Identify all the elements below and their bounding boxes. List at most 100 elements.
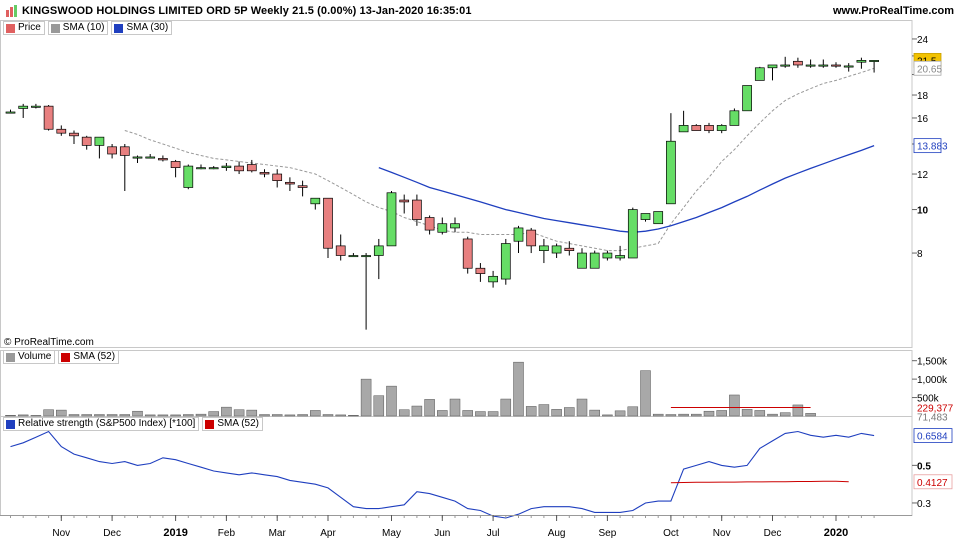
- price-candle: [869, 60, 879, 73]
- candle-body: [666, 140, 676, 205]
- candle-body: [589, 252, 600, 269]
- candle-body: [805, 64, 816, 67]
- candle-body: [348, 255, 359, 258]
- price-candle: [94, 136, 105, 159]
- price-candle: [818, 59, 829, 68]
- candle-body: [56, 128, 67, 134]
- x-axis-label: Nov: [52, 528, 70, 539]
- candle-body: [437, 223, 448, 233]
- volume-bar: [475, 411, 486, 417]
- candle-body: [145, 156, 156, 159]
- volume-bar: [170, 414, 181, 417]
- rs-sma52-last-label: 0.4127: [917, 478, 948, 489]
- price-candle: [539, 238, 549, 264]
- volume-bar: [792, 404, 804, 417]
- rs-legend-item[interactable]: Relative strength (S&P500 Index) [*100]: [3, 417, 200, 431]
- candle-body: [818, 64, 829, 67]
- volume-bar: [284, 414, 296, 417]
- volume-bar: [195, 413, 207, 417]
- x-axis-label: Feb: [218, 528, 236, 539]
- volume-bar: [513, 361, 524, 417]
- candle-body: [780, 64, 791, 67]
- candle-body: [170, 161, 181, 168]
- price-panel-frame: [0, 20, 913, 348]
- candle-body: [259, 172, 270, 175]
- price-candle: [640, 213, 651, 222]
- volume-bar: [94, 414, 105, 417]
- volume-bar: [678, 413, 689, 417]
- price-candle: [18, 103, 29, 118]
- price-candle: [602, 250, 613, 261]
- price-candle: [208, 166, 219, 170]
- price-candle: [31, 103, 41, 109]
- volume-bar: [716, 410, 727, 417]
- volume-bar: [81, 414, 92, 417]
- price-candle: [551, 243, 562, 258]
- sma10-line: [124, 67, 875, 252]
- sma30-last-badge: [913, 138, 942, 154]
- volume-bar: [462, 410, 473, 417]
- price-candle: [653, 211, 664, 225]
- volume-legend-item[interactable]: Volume: [3, 350, 56, 364]
- price-legend-item[interactable]: SMA (30): [111, 21, 173, 35]
- volume-bar: [119, 414, 131, 417]
- volume-bar: [30, 415, 42, 417]
- candle-body: [208, 167, 219, 170]
- price-candle: [183, 164, 194, 190]
- volume-panel-frame: [0, 350, 913, 417]
- relative-strength-legend: Relative strength (S&P500 Index) [*100] S…: [3, 417, 264, 431]
- x-axis-label: Jun: [434, 528, 450, 539]
- volume-y-tick-label: 1,000k: [917, 375, 948, 386]
- volume-bar: [691, 413, 702, 417]
- price-candle: [132, 155, 143, 163]
- volume-bar: [246, 409, 258, 417]
- x-axis-label: Dec: [103, 528, 121, 539]
- price-y-tick-label: 16: [917, 114, 929, 125]
- candle-body: [81, 136, 92, 146]
- volume-bar: [132, 410, 143, 417]
- price-candle: [81, 135, 92, 150]
- price-candle: [234, 161, 244, 175]
- volume-bar: [221, 406, 232, 417]
- price-y-tick-label: 8: [917, 249, 923, 260]
- rs-last-label: 0.6584: [917, 432, 948, 443]
- volume-bar: [589, 409, 600, 417]
- price-legend-label: SMA (10): [62, 22, 105, 33]
- candle-body: [310, 197, 321, 205]
- rs-legend-swatch: [6, 419, 15, 429]
- volume-bar: [271, 414, 283, 417]
- candle-body: [869, 60, 879, 62]
- price-candle: [589, 250, 600, 269]
- candle-body: [640, 213, 651, 220]
- candle-body: [678, 125, 689, 133]
- rs-legend-item[interactable]: SMA (52): [202, 417, 264, 431]
- price-candle: [221, 162, 232, 171]
- candle-body: [31, 105, 41, 108]
- volume-legend-label: Volume: [18, 351, 52, 362]
- sma30-last-label: 13.883: [917, 142, 948, 153]
- candle-body: [399, 199, 410, 203]
- price-legend-item[interactable]: Price: [3, 21, 45, 35]
- copyright-text: © ProRealTime.com: [4, 337, 94, 348]
- volume-bar: [386, 385, 397, 417]
- volume-legend-label: SMA (52): [73, 351, 116, 362]
- price-candle: [577, 248, 587, 269]
- price-candle: [475, 263, 486, 282]
- sma10-last-label: 20.65: [917, 64, 942, 75]
- volume-bar: [602, 414, 613, 417]
- volume-legend-item[interactable]: SMA (52): [58, 350, 120, 364]
- rs-sma52-last-badge: [913, 474, 953, 490]
- price-candle: [196, 164, 206, 170]
- price-candle: [272, 169, 283, 188]
- price-candle: [323, 197, 333, 258]
- candle-body: [691, 125, 702, 131]
- candle-body: [462, 238, 473, 269]
- volume-bar: [538, 404, 550, 417]
- candle-body: [539, 245, 549, 251]
- price-legend-item[interactable]: SMA (10): [47, 21, 109, 35]
- volume-bar: [360, 378, 372, 417]
- site-url[interactable]: www.ProRealTime.com: [832, 5, 954, 17]
- price-candle: [704, 122, 714, 134]
- price-candle: [43, 105, 54, 131]
- candle-body: [5, 111, 16, 114]
